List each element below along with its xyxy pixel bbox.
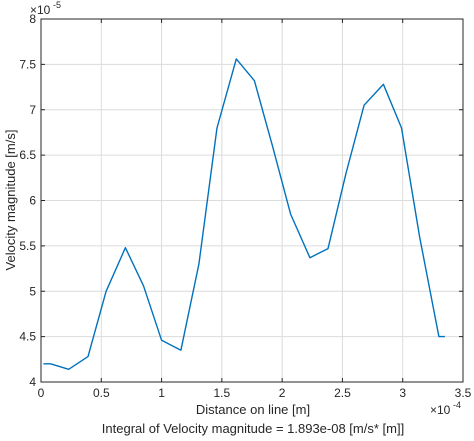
y-exponent-base: ×10 (30, 3, 51, 17)
x-tick-label: 1 (158, 386, 165, 400)
y-tick-label: 8 (29, 12, 36, 26)
y-exponent: -5 (53, 0, 61, 10)
x-axis-label: Distance on line [m] (196, 402, 310, 417)
x-tick-label: 3 (399, 386, 406, 400)
tick-marks (40, 18, 464, 383)
series-layer (43, 58, 445, 370)
x-exponent-base: ×10 (430, 403, 451, 417)
y-tick-label: 6 (29, 194, 36, 208)
y-tick-label: 7.5 (19, 57, 36, 71)
series-line-1 (43, 58, 445, 370)
y-tick-label: 5 (29, 284, 36, 298)
y-axis-label: Velocity magnitude [m/s] (3, 130, 18, 271)
y-tick-label: 6.5 (19, 148, 36, 162)
y-tick-label: 4 (29, 375, 36, 389)
x-exponent: -4 (453, 400, 461, 410)
y-tick-label: 7 (29, 103, 36, 117)
chart-subtitle: Integral of Velocity magnitude = 1.893e-… (102, 421, 404, 436)
x-tick-label: 2.5 (334, 386, 351, 400)
x-tick-label: 0 (38, 386, 45, 400)
x-tick-label: 2 (279, 386, 286, 400)
x-tick-label: 3.5 (455, 386, 472, 400)
x-tick-label: 0.5 (93, 386, 110, 400)
y-tick-label: 4.5 (19, 330, 36, 344)
x-tick-label: 1.5 (214, 386, 231, 400)
tick-labels: 0 0.5 1 1.5 2 2.5 3 3.5 4 4.5 5 5.5 6 6.5 7 7.5 8 (19, 12, 471, 400)
y-tick-label: 5.5 (19, 239, 36, 253)
